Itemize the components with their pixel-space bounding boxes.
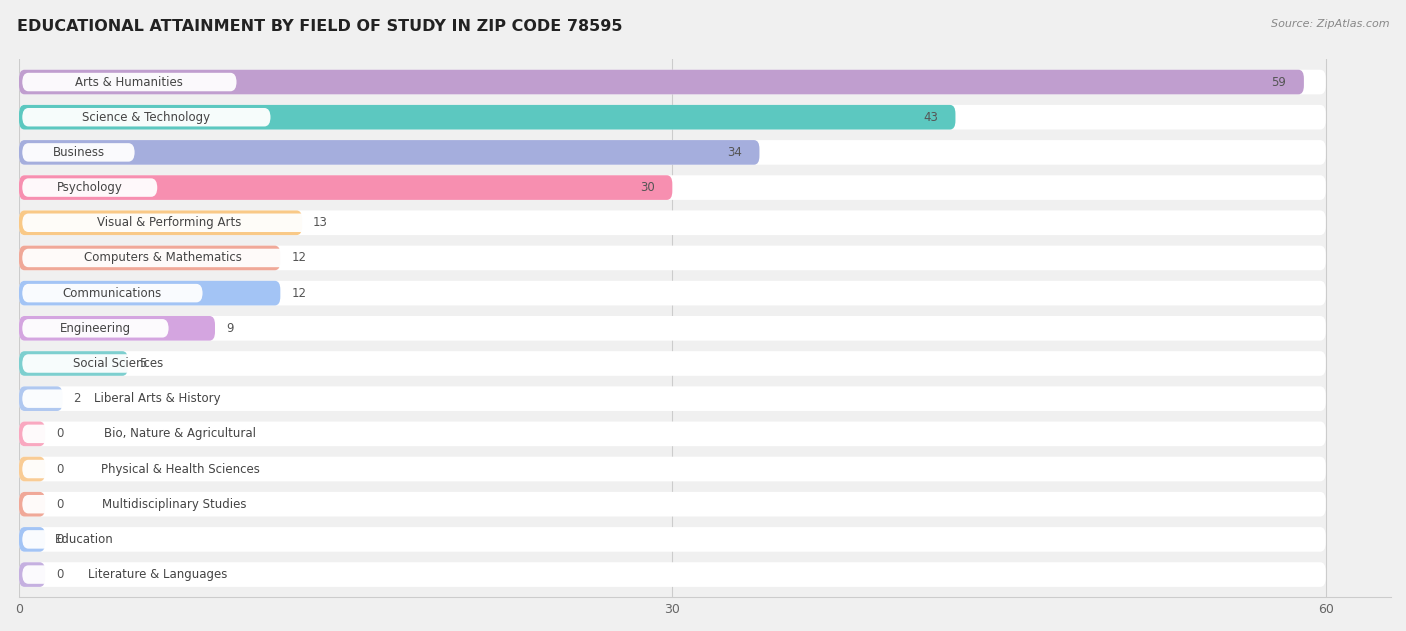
FancyBboxPatch shape — [22, 460, 339, 478]
FancyBboxPatch shape — [20, 245, 1326, 270]
FancyBboxPatch shape — [20, 175, 1326, 200]
FancyBboxPatch shape — [22, 143, 135, 162]
Text: Source: ZipAtlas.com: Source: ZipAtlas.com — [1271, 19, 1389, 29]
FancyBboxPatch shape — [20, 527, 1326, 551]
Text: Arts & Humanities: Arts & Humanities — [76, 76, 183, 88]
FancyBboxPatch shape — [22, 284, 202, 302]
FancyBboxPatch shape — [20, 492, 1326, 517]
FancyBboxPatch shape — [20, 105, 956, 129]
FancyBboxPatch shape — [20, 281, 280, 305]
Text: 0: 0 — [56, 533, 63, 546]
FancyBboxPatch shape — [20, 140, 1326, 165]
FancyBboxPatch shape — [20, 105, 1326, 129]
FancyBboxPatch shape — [20, 245, 280, 270]
FancyBboxPatch shape — [22, 354, 214, 373]
FancyBboxPatch shape — [20, 69, 1326, 95]
Text: 13: 13 — [314, 216, 328, 229]
FancyBboxPatch shape — [22, 249, 305, 267]
FancyBboxPatch shape — [20, 316, 1326, 341]
FancyBboxPatch shape — [20, 386, 1326, 411]
FancyBboxPatch shape — [22, 530, 146, 548]
FancyBboxPatch shape — [20, 527, 45, 551]
Text: 2: 2 — [73, 392, 82, 405]
FancyBboxPatch shape — [22, 213, 316, 232]
Text: 9: 9 — [226, 322, 233, 335]
Text: 0: 0 — [56, 568, 63, 581]
FancyBboxPatch shape — [20, 211, 1326, 235]
Text: 5: 5 — [139, 357, 146, 370]
FancyBboxPatch shape — [20, 457, 1326, 481]
FancyBboxPatch shape — [20, 562, 1326, 587]
Text: 12: 12 — [291, 251, 307, 264]
FancyBboxPatch shape — [20, 386, 62, 411]
Text: 0: 0 — [56, 427, 63, 440]
Text: Physical & Health Sciences: Physical & Health Sciences — [101, 463, 260, 476]
FancyBboxPatch shape — [22, 179, 157, 197]
Text: Education: Education — [55, 533, 114, 546]
Text: Psychology: Psychology — [56, 181, 122, 194]
Text: Engineering: Engineering — [60, 322, 131, 335]
Text: Computers & Mathematics: Computers & Mathematics — [84, 251, 242, 264]
Text: Social Sciences: Social Sciences — [73, 357, 163, 370]
FancyBboxPatch shape — [20, 281, 1326, 305]
FancyBboxPatch shape — [20, 140, 759, 165]
Text: Communications: Communications — [63, 286, 162, 300]
Text: EDUCATIONAL ATTAINMENT BY FIELD OF STUDY IN ZIP CODE 78595: EDUCATIONAL ATTAINMENT BY FIELD OF STUDY… — [17, 19, 623, 34]
FancyBboxPatch shape — [22, 425, 339, 443]
FancyBboxPatch shape — [20, 492, 45, 517]
FancyBboxPatch shape — [22, 73, 236, 91]
Text: 0: 0 — [56, 498, 63, 510]
Text: 0: 0 — [56, 463, 63, 476]
FancyBboxPatch shape — [20, 562, 45, 587]
Text: 34: 34 — [727, 146, 742, 159]
FancyBboxPatch shape — [20, 69, 1303, 95]
Text: 43: 43 — [924, 110, 938, 124]
Text: Multidisciplinary Studies: Multidisciplinary Studies — [103, 498, 247, 510]
Text: Bio, Nature & Agricultural: Bio, Nature & Agricultural — [104, 427, 256, 440]
Text: Liberal Arts & History: Liberal Arts & History — [94, 392, 221, 405]
Text: 12: 12 — [291, 286, 307, 300]
Text: Business: Business — [52, 146, 104, 159]
FancyBboxPatch shape — [20, 422, 1326, 446]
Text: Visual & Performing Arts: Visual & Performing Arts — [97, 216, 242, 229]
FancyBboxPatch shape — [22, 495, 328, 514]
FancyBboxPatch shape — [20, 457, 45, 481]
FancyBboxPatch shape — [20, 351, 128, 376]
FancyBboxPatch shape — [22, 108, 270, 126]
Text: Science & Technology: Science & Technology — [83, 110, 211, 124]
Text: 59: 59 — [1271, 76, 1286, 88]
Text: 30: 30 — [640, 181, 655, 194]
FancyBboxPatch shape — [22, 565, 294, 584]
FancyBboxPatch shape — [20, 351, 1326, 376]
FancyBboxPatch shape — [20, 211, 302, 235]
FancyBboxPatch shape — [20, 422, 45, 446]
FancyBboxPatch shape — [22, 389, 294, 408]
Text: Literature & Languages: Literature & Languages — [89, 568, 228, 581]
FancyBboxPatch shape — [20, 175, 672, 200]
FancyBboxPatch shape — [22, 319, 169, 338]
FancyBboxPatch shape — [20, 316, 215, 341]
